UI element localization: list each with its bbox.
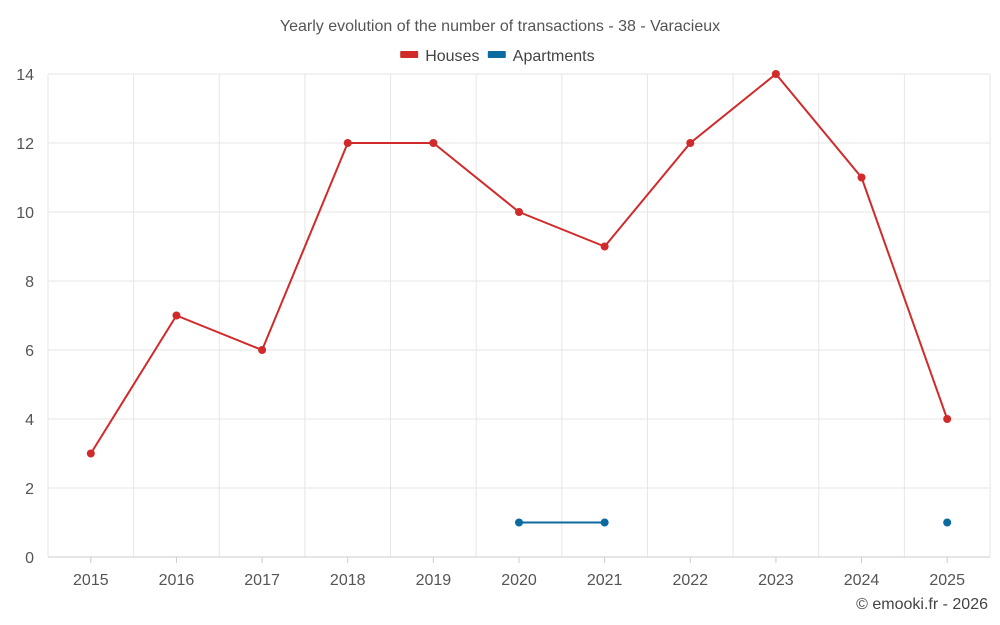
apartments-legend-label: Apartments	[513, 48, 595, 65]
x-tick-label: 2015	[73, 572, 109, 589]
y-tick-label: 2	[25, 481, 34, 498]
x-tick-label: 2023	[758, 572, 794, 589]
apartments-point	[600, 518, 609, 527]
x-tick-label: 2016	[159, 572, 195, 589]
y-tick-label: 6	[25, 343, 34, 360]
houses-point	[86, 449, 95, 458]
houses-point	[515, 208, 523, 216]
apartments-point	[943, 518, 952, 527]
houses-point	[686, 139, 695, 147]
x-tick-label: 2021	[587, 572, 623, 589]
y-axis: 0 2 4 6 8 10 12 14	[16, 67, 34, 567]
x-tick-label: 2019	[416, 572, 452, 589]
y-tick-label: 4	[25, 412, 34, 429]
x-tick-label: 2017	[244, 572, 280, 589]
series-points	[86, 70, 952, 527]
credit-text: © emooki.fr - 2026	[856, 596, 988, 613]
x-tick-label: 2024	[844, 572, 880, 589]
houses-point	[771, 70, 780, 78]
houses-point	[943, 415, 952, 423]
y-tick-label: 0	[25, 550, 34, 567]
y-tick-label: 12	[16, 136, 34, 153]
apartments-point	[515, 518, 523, 527]
x-axis: 2015 2016 2017 2018 2019 2020 2021 2022 2023 2024…	[48, 556, 990, 589]
houses-legend-swatch	[400, 51, 419, 58]
y-tick-label: 8	[25, 274, 34, 291]
x-tick-label: 2022	[672, 572, 708, 589]
houses-point	[172, 311, 181, 320]
y-tick-label: 10	[16, 205, 34, 222]
y-tick-label: 14	[16, 67, 34, 84]
apartments-legend-swatch	[487, 51, 506, 58]
x-tick-label: 2025	[929, 572, 965, 589]
x-tick-label: 2020	[501, 572, 537, 589]
houses-point	[343, 139, 352, 147]
legend: Houses Apartments	[400, 48, 595, 65]
chart-title: Yearly evolution of the number of transa…	[280, 18, 720, 35]
houses-point	[258, 346, 267, 354]
houses-legend-label: Houses	[425, 48, 479, 65]
grid	[47, 73, 991, 558]
x-tick-label: 2018	[330, 572, 366, 589]
houses-point	[857, 173, 866, 182]
houses-point	[600, 242, 609, 251]
houses-point	[429, 139, 438, 147]
